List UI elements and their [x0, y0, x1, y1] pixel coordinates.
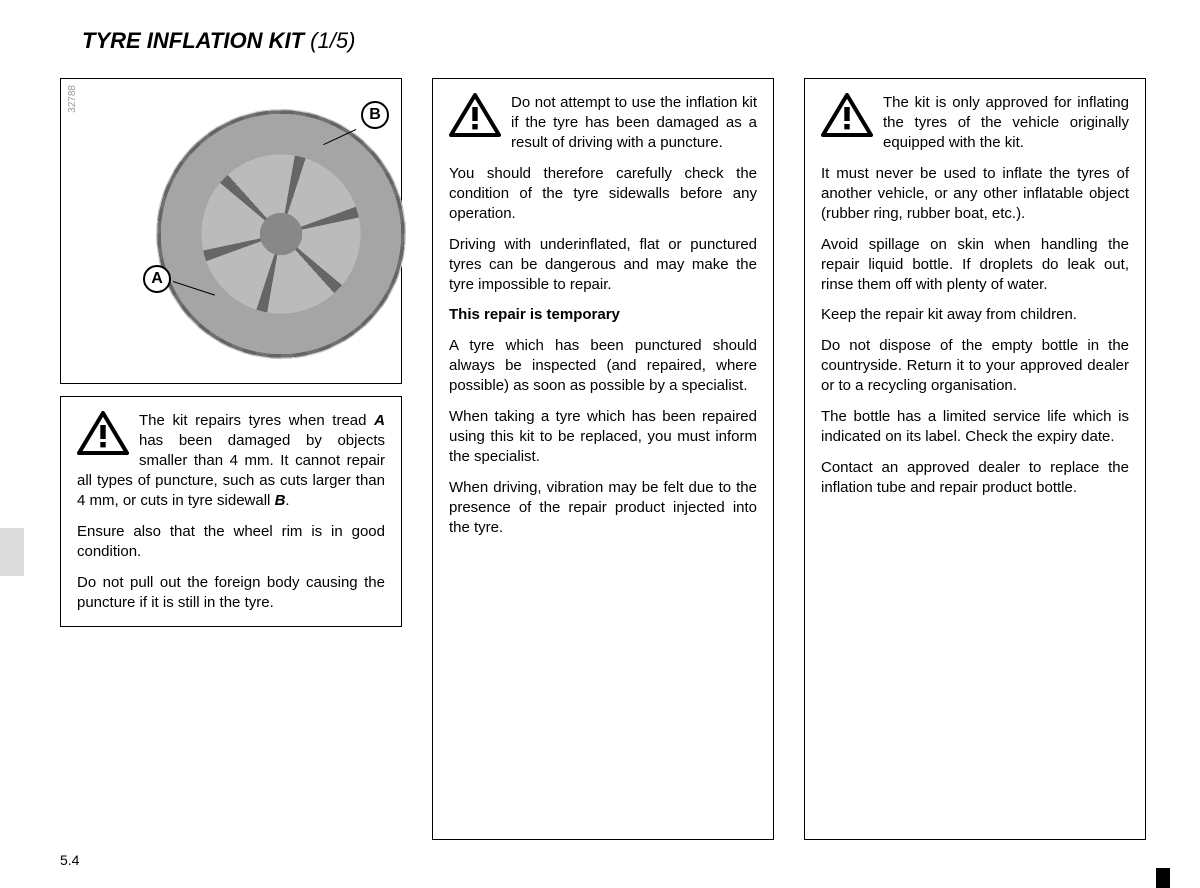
page-title: TYRE INFLATION KIT (1/5) — [82, 28, 355, 54]
tyre-illustration — [156, 109, 406, 359]
col2-p5: When taking a tyre which has been repair… — [449, 407, 757, 467]
col1-p3: Do not pull out the foreign body causing… — [77, 573, 385, 613]
page-number: 5.4 — [60, 852, 79, 868]
col2-p3: Driving with underinflated, flat or punc… — [449, 235, 757, 295]
col2-subhead: This repair is temporary — [449, 305, 757, 325]
tyre-figure: 32788 A B — [60, 78, 402, 384]
col2-p2: You should therefore carefully check the… — [449, 164, 757, 224]
col3-p2: It must never be used to inflate the tyr… — [821, 164, 1129, 224]
figure-label-a: A — [143, 265, 171, 293]
figure-label-b: B — [361, 101, 389, 129]
content-columns: 32788 A B The kit repairs tyres when tre… — [60, 78, 1150, 840]
col1-p2: Ensure also that the wheel rim is in goo… — [77, 522, 385, 562]
page-title-main: TYRE INFLATION KIT — [82, 28, 304, 53]
col3-p7: Contact an approved dealer to re­place t… — [821, 458, 1129, 498]
warning-box-2: Do not attempt to use the inflation kit … — [432, 78, 774, 840]
col3-p5: Do not dispose of the empty bottle in th… — [821, 336, 1129, 396]
page-title-part: (1/5) — [310, 28, 355, 53]
col2-p6: When driving, vibration may be felt due … — [449, 478, 757, 538]
warning-icon — [449, 93, 501, 139]
warning-icon — [77, 411, 129, 457]
column-3: The kit is only approved for inflating t… — [804, 78, 1146, 840]
col3-p4: Keep the repair kit away from chil­dren. — [821, 305, 1129, 325]
column-2: Do not attempt to use the inflation kit … — [432, 78, 774, 840]
col3-p3: Avoid spillage on skin when han­dling th… — [821, 235, 1129, 295]
column-1: 32788 A B The kit repairs tyres when tre… — [60, 78, 402, 840]
warning-box-1: The kit repairs tyres when tread A has b… — [60, 396, 402, 627]
print-corner-mark — [1156, 868, 1170, 888]
wheel-spokes — [156, 109, 406, 359]
col2-p4: A tyre which has been punctured should a… — [449, 336, 757, 396]
page-tab-mark — [0, 528, 24, 576]
figure-id: 32788 — [67, 85, 78, 113]
warning-icon — [821, 93, 873, 139]
warning-box-3: The kit is only approved for inflating t… — [804, 78, 1146, 840]
col3-p6: The bottle has a limited service life wh… — [821, 407, 1129, 447]
